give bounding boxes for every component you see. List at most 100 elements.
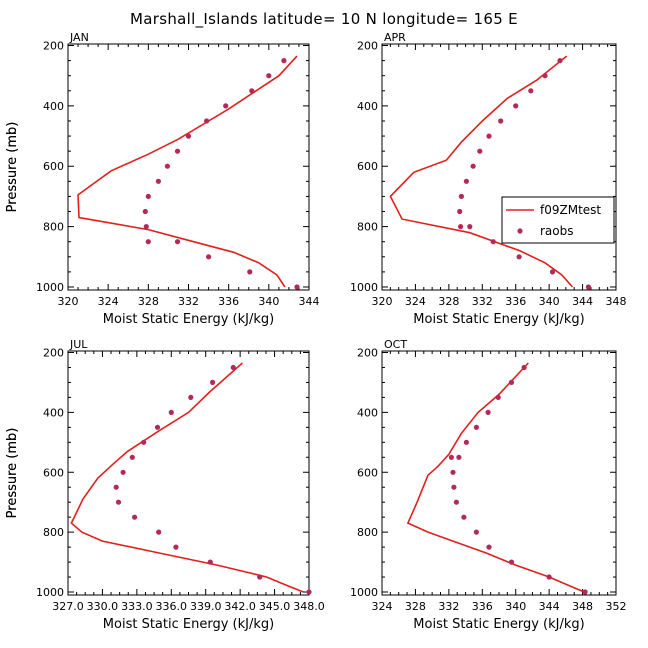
obs-point — [516, 254, 522, 260]
obs-point — [585, 284, 592, 290]
panel-apr: APR 320 324 328 332 336 340 344 348 200 400 600 800 1… — [5, 31, 627, 327]
month-label-apr: APR — [384, 31, 406, 44]
x-tick-label: 348 — [606, 295, 627, 308]
y-tick-label: 400 — [43, 406, 64, 419]
obs-point — [230, 364, 236, 371]
obs-point — [266, 73, 272, 79]
obs-point — [463, 178, 469, 184]
obs-point — [132, 514, 138, 520]
obs-point — [145, 239, 151, 245]
obs-point — [448, 454, 454, 460]
obs-point — [154, 424, 161, 430]
x-tick-label: 332 — [178, 295, 199, 308]
obs-point — [174, 239, 181, 245]
obs-point — [458, 224, 464, 230]
x-axis-label-jul: Moist Static Energy (kJ/kg) — [103, 617, 274, 632]
y-tick-label: 600 — [43, 466, 64, 479]
x-tick-label: 324 — [372, 600, 393, 613]
obs-point — [204, 118, 210, 124]
x-tick-label: 332 — [472, 295, 493, 308]
model-line-oct — [406, 362, 585, 593]
obs-point — [485, 409, 491, 415]
legend-box — [501, 196, 615, 244]
x-axis-label-oct: Moist Static Energy (kJ/kg) — [413, 617, 584, 632]
panel-oct: OCT 324 328 332 336 340 344 348 352 200 400 600 800 1… — [5, 338, 627, 632]
y-tick-label: 1000 — [350, 586, 378, 599]
x-tick-label: 324 — [98, 295, 119, 308]
y-tick-label: 600 — [357, 160, 378, 173]
x-tick-label: 342.0 — [224, 600, 256, 613]
y-tick-label: 400 — [357, 406, 378, 419]
obs-point — [141, 439, 147, 445]
x-tick-label: 339.0 — [190, 600, 222, 613]
y-tick-label: 1000 — [36, 281, 64, 294]
obs-point — [457, 208, 463, 215]
month-label-jul: JUL — [69, 338, 88, 351]
obs-point — [294, 284, 300, 290]
obs-point — [453, 499, 459, 505]
obs-point — [145, 193, 151, 199]
x-tick-label: 348 — [572, 600, 593, 613]
x-tick-label: 336 — [218, 295, 239, 308]
obs-point — [490, 239, 496, 245]
x-tick-label: 340 — [539, 295, 560, 308]
panel-jul: JUL 327.0 330.0 333.0 336.0 339.0 342.0 345.0 34… — [5, 338, 325, 632]
y-axis-label-jan: Pressure (mb) — [5, 122, 20, 213]
month-label-jan: JAN — [69, 31, 89, 44]
obs-point — [451, 484, 457, 490]
obs-point — [477, 148, 483, 154]
obs-point — [521, 364, 527, 371]
obs-point — [173, 544, 179, 550]
obs-point — [306, 589, 312, 595]
x-tick-label: 345.0 — [259, 600, 291, 613]
legend-obs-swatch — [517, 228, 523, 234]
obs-point — [450, 469, 456, 475]
legend-obs-label: raobs — [540, 224, 574, 238]
obs-point — [142, 208, 148, 215]
x-tick-label: 333.0 — [121, 600, 153, 613]
obs-point — [542, 73, 548, 79]
obs-point — [456, 454, 462, 460]
obs-point — [486, 544, 492, 550]
y-axis-label-apr: Pressure (mb) — [5, 122, 20, 213]
obs-point — [486, 133, 492, 139]
obs-point — [473, 424, 479, 430]
obs-point — [185, 133, 192, 139]
x-tick-label: 328 — [438, 295, 459, 308]
y-tick-label: 400 — [357, 100, 378, 113]
obs-point — [174, 148, 181, 154]
y-tick-label: 400 — [43, 100, 64, 113]
model-line-jul — [70, 362, 304, 593]
y-tick-label: 800 — [357, 221, 378, 234]
obs-point — [249, 88, 255, 94]
obs-point — [467, 224, 473, 230]
x-tick-label: 348.0 — [293, 600, 325, 613]
obs-point — [206, 254, 212, 260]
x-tick-label: 330.0 — [87, 600, 119, 613]
y-tick-label: 800 — [357, 526, 378, 539]
x-tick-label: 344 — [299, 295, 320, 308]
x-axis-label-apr: Moist Static Energy (kJ/kg) — [413, 312, 584, 327]
x-tick-label: 340 — [258, 295, 279, 308]
obs-point — [115, 499, 122, 505]
obs-point — [473, 529, 479, 535]
y-tick-label: 1000 — [36, 586, 64, 599]
x-tick-label: 336 — [472, 600, 493, 613]
obs-point — [168, 409, 174, 415]
x-tick-label: 332 — [438, 600, 459, 613]
obs-point — [508, 559, 515, 565]
obs-point — [582, 589, 588, 595]
y-tick-label: 800 — [43, 221, 64, 234]
y-tick-label: 600 — [357, 466, 378, 479]
obs-point — [498, 118, 504, 124]
obs-point — [546, 574, 552, 580]
obs-point — [129, 454, 135, 460]
obs-point — [528, 88, 534, 94]
x-tick-label: 344 — [572, 295, 593, 308]
x-tick-label: 320 — [372, 295, 393, 308]
obs-point — [463, 439, 469, 445]
legend: f09ZMtest raobs — [501, 196, 615, 244]
obs-point — [470, 163, 476, 169]
obs-point — [557, 58, 563, 64]
